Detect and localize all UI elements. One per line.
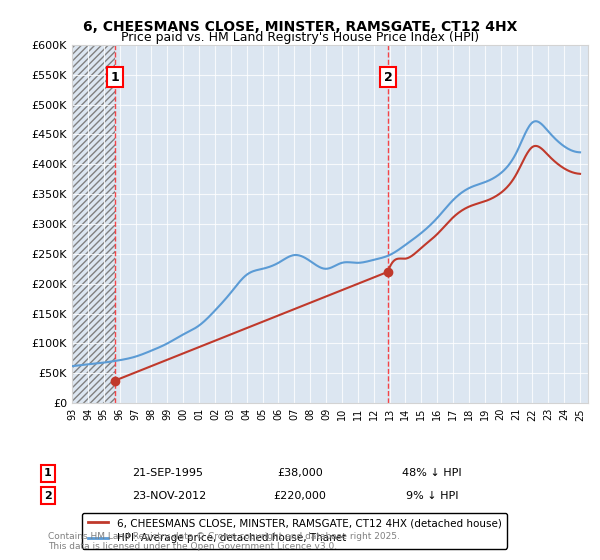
Text: 2: 2 [44,491,52,501]
Text: 23-NOV-2012: 23-NOV-2012 [132,491,206,501]
Text: 6, CHEESMANS CLOSE, MINSTER, RAMSGATE, CT12 4HX: 6, CHEESMANS CLOSE, MINSTER, RAMSGATE, C… [83,20,517,34]
Text: £38,000: £38,000 [277,468,323,478]
Text: £220,000: £220,000 [274,491,326,501]
Text: Price paid vs. HM Land Registry's House Price Index (HPI): Price paid vs. HM Land Registry's House … [121,31,479,44]
Text: Contains HM Land Registry data © Crown copyright and database right 2025.
This d: Contains HM Land Registry data © Crown c… [48,532,400,552]
Text: 2: 2 [383,71,392,83]
Text: 48% ↓ HPI: 48% ↓ HPI [402,468,462,478]
Legend: 6, CHEESMANS CLOSE, MINSTER, RAMSGATE, CT12 4HX (detached house), HPI: Average p: 6, CHEESMANS CLOSE, MINSTER, RAMSGATE, C… [82,513,507,548]
Text: 1: 1 [44,468,52,478]
Text: 1: 1 [111,71,119,83]
Polygon shape [72,45,115,403]
Text: 9% ↓ HPI: 9% ↓ HPI [406,491,458,501]
Text: 21-SEP-1995: 21-SEP-1995 [132,468,203,478]
